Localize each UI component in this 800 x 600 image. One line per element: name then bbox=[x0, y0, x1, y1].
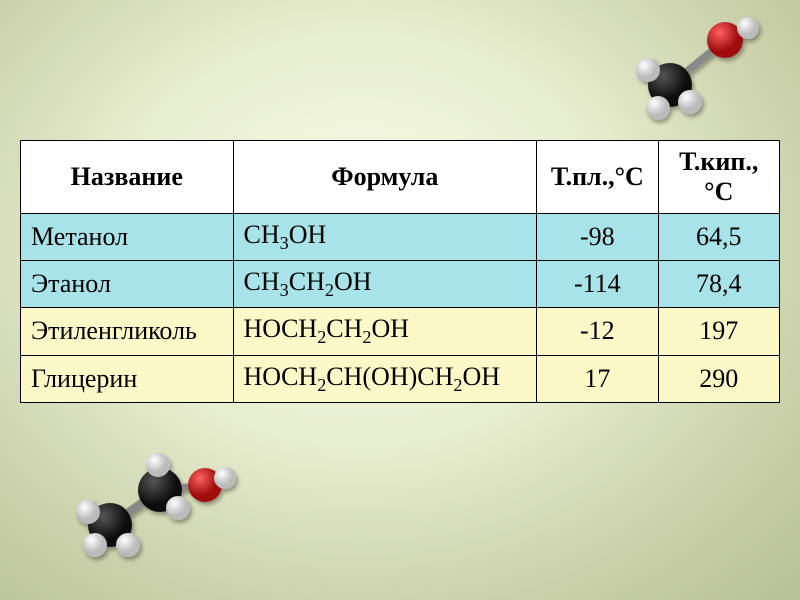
methanol-molecule-icon bbox=[610, 10, 770, 130]
cell-melting-point: -114 bbox=[537, 261, 658, 308]
header-boiling-point: Т.кип.,°С bbox=[658, 141, 779, 214]
table-row: ГлицеринHOCH2CH(OH)CH2OH17290 bbox=[21, 355, 780, 402]
cell-melting-point: 17 bbox=[537, 355, 658, 402]
cell-formula: HOCH2CH(OH)CH2OH bbox=[233, 355, 537, 402]
cell-formula: HOCH2CH2OH bbox=[233, 308, 537, 355]
table-row: МетанолCH3OH-9864,5 bbox=[21, 214, 780, 261]
cell-melting-point: -12 bbox=[537, 308, 658, 355]
header-melting-point: Т.пл.,°С bbox=[537, 141, 658, 214]
alcohols-properties-table: Название Формула Т.пл.,°С Т.кип.,°С Мета… bbox=[20, 140, 780, 403]
header-name: Название bbox=[21, 141, 234, 214]
data-table: Название Формула Т.пл.,°С Т.кип.,°С Мета… bbox=[20, 140, 780, 403]
table-row: ЭтиленгликольHOCH2CH2OH-12197 bbox=[21, 308, 780, 355]
cell-name: Этанол bbox=[21, 261, 234, 308]
cell-formula: CH3OH bbox=[233, 214, 537, 261]
cell-melting-point: -98 bbox=[537, 214, 658, 261]
cell-boiling-point: 197 bbox=[658, 308, 779, 355]
table-header-row: Название Формула Т.пл.,°С Т.кип.,°С bbox=[21, 141, 780, 214]
cell-name: Этиленгликоль bbox=[21, 308, 234, 355]
cell-name: Метанол bbox=[21, 214, 234, 261]
table-row: ЭтанолCH3CH2OH-11478,4 bbox=[21, 261, 780, 308]
cell-boiling-point: 78,4 bbox=[658, 261, 779, 308]
table-body: МетанолCH3OH-9864,5ЭтанолCH3CH2OH-11478,… bbox=[21, 214, 780, 403]
cell-formula: CH3CH2OH bbox=[233, 261, 537, 308]
cell-boiling-point: 64,5 bbox=[658, 214, 779, 261]
cell-name: Глицерин bbox=[21, 355, 234, 402]
header-formula: Формула bbox=[233, 141, 537, 214]
cell-boiling-point: 290 bbox=[658, 355, 779, 402]
ethanol-molecule-icon bbox=[50, 430, 250, 580]
